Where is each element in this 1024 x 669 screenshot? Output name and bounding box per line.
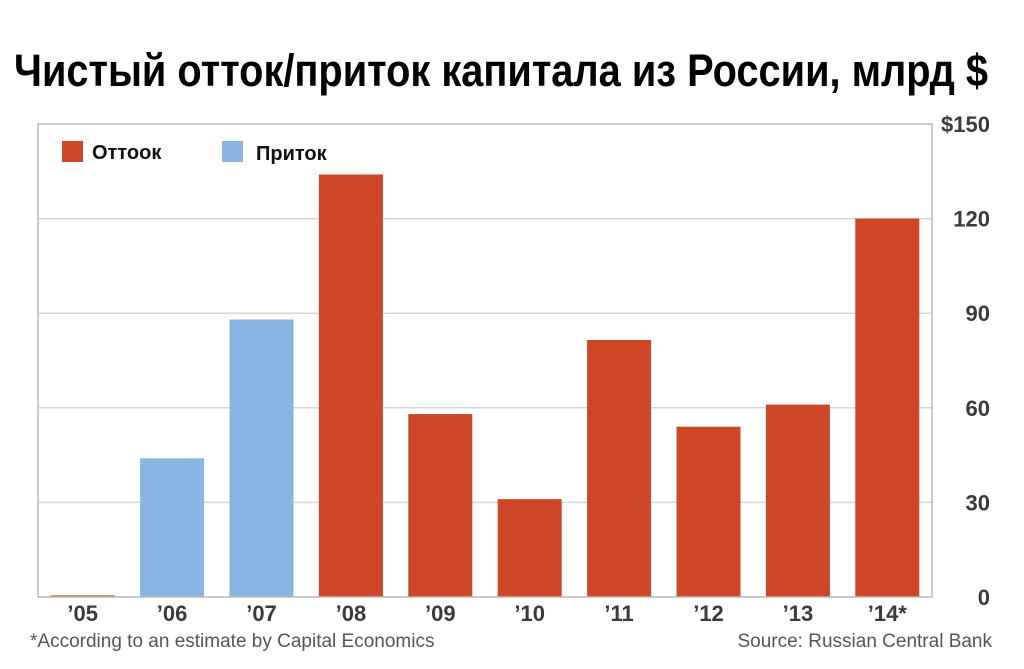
legend-swatch-outflow: [62, 141, 83, 162]
bar-outflow: [497, 499, 562, 597]
source-note: Source: Russian Central Bank: [737, 631, 992, 652]
x-tick-label: ’09: [425, 601, 456, 626]
bar-outflow: [855, 218, 920, 597]
y-tick-label: $150: [941, 112, 990, 137]
xtick-layer: ’05 ’06 ’07 ’08 ’09 ’10 ’11 ’12 ’13 ’14*: [67, 601, 907, 626]
y-tick-label: 120: [953, 207, 990, 232]
bar-inflow: [140, 458, 205, 597]
legend-swatch-inflow: [222, 141, 243, 162]
plot-frame: [37, 123, 933, 598]
bar-inflow: [229, 319, 294, 597]
bar-layer: [50, 174, 920, 597]
x-tick-label: ’11: [604, 601, 633, 626]
x-tick-label: ’12: [693, 601, 724, 626]
ytick-layer: 0 30 60 90 120 $150: [941, 112, 990, 610]
x-tick-label: ’13: [783, 601, 814, 626]
legend: Оттоок Приток: [62, 141, 328, 165]
y-tick-label: 90: [966, 301, 990, 326]
bar-outflow: [676, 426, 741, 597]
bar-outflow: [765, 404, 830, 597]
y-tick-label: 60: [966, 396, 990, 421]
y-tick-label: 0: [978, 585, 990, 610]
legend-label-inflow: Приток: [256, 143, 328, 165]
x-tick-label: ’07: [246, 601, 277, 626]
x-tick-label: ’10: [514, 601, 545, 626]
x-tick-label: ’06: [157, 601, 188, 626]
bar-outflow: [318, 174, 383, 597]
bar-outflow: [50, 595, 115, 597]
chart-title: Чистый отток/приток капитала из России, …: [14, 45, 988, 96]
footnote: *According to an estimate by Capital Eco…: [30, 631, 434, 652]
bar-outflow: [408, 414, 473, 597]
y-tick-label: 30: [966, 490, 990, 515]
bar-outflow: [587, 340, 652, 597]
x-tick-label: ’05: [67, 601, 98, 626]
legend-label-outflow: Оттоок: [92, 142, 162, 164]
x-tick-label: ’14*: [868, 601, 908, 626]
x-tick-label: ’08: [336, 601, 367, 626]
